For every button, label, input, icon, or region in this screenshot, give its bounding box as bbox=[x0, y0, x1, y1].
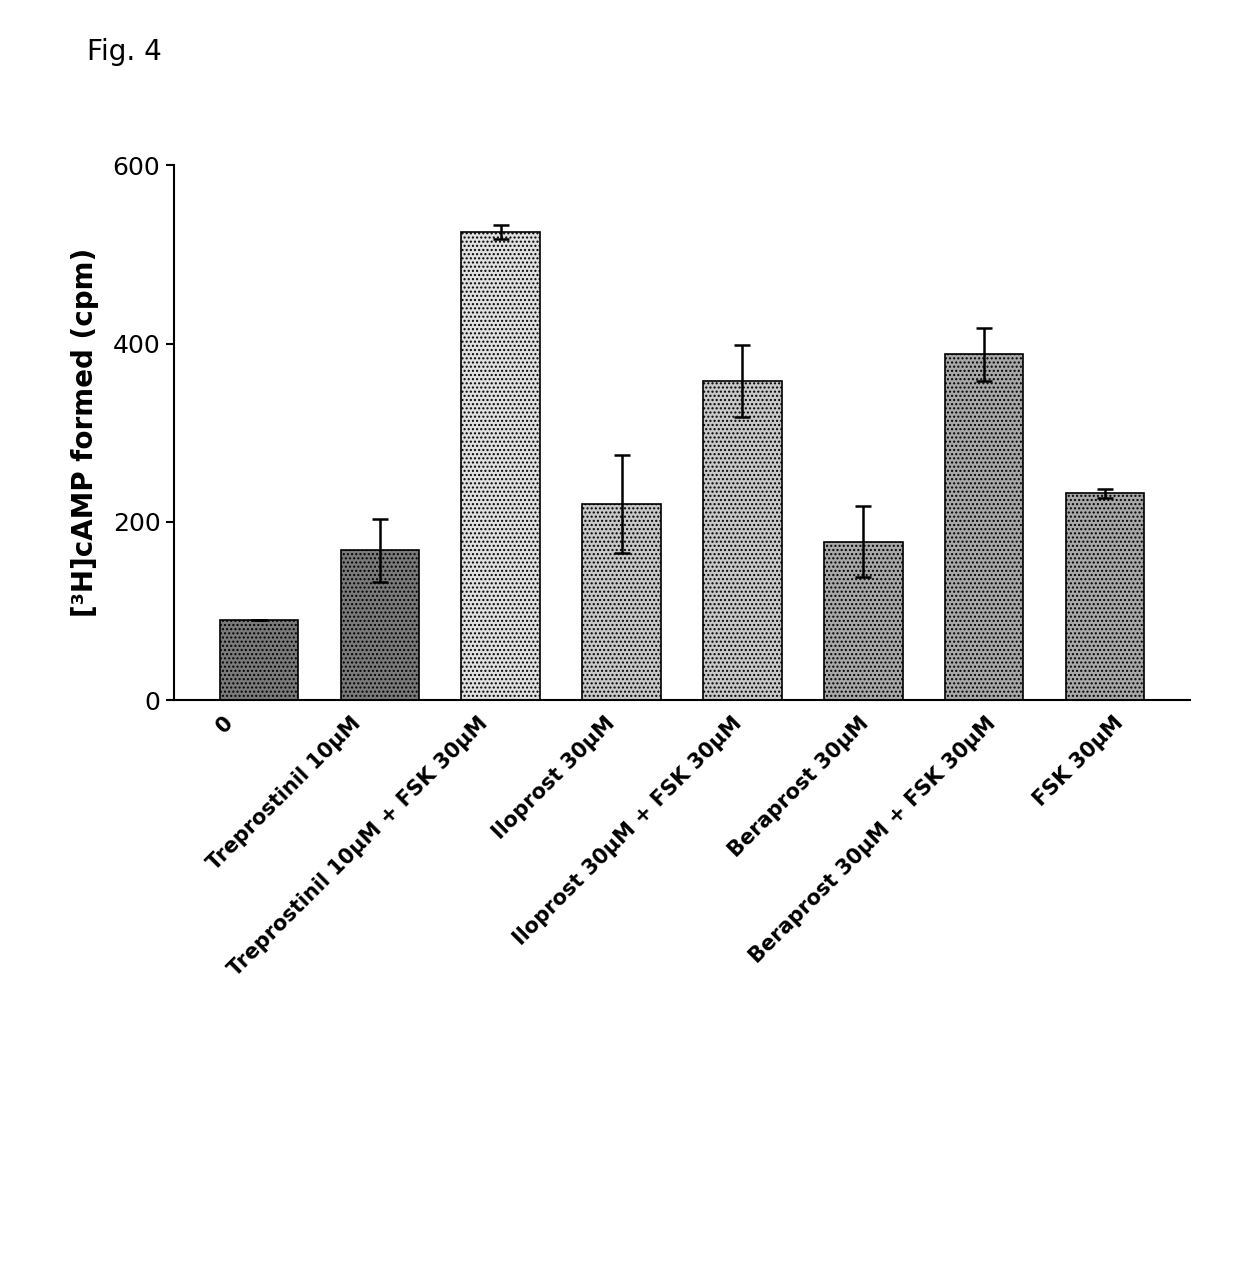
Text: Iloprost 30μM + FSK 30μM: Iloprost 30μM + FSK 30μM bbox=[510, 713, 745, 948]
Bar bbox=[703, 381, 781, 700]
Text: Treprostinil 10μM + FSK 30μM: Treprostinil 10μM + FSK 30μM bbox=[224, 713, 491, 980]
Bar bbox=[341, 550, 419, 700]
Text: FSK 30μM: FSK 30μM bbox=[1029, 713, 1127, 811]
Bar bbox=[1065, 494, 1145, 700]
Text: Beraprost 30μM + FSK 30μM: Beraprost 30μM + FSK 30μM bbox=[746, 713, 999, 966]
Bar bbox=[583, 504, 661, 700]
Text: 0: 0 bbox=[213, 713, 237, 737]
Bar bbox=[945, 354, 1023, 700]
Text: Treprostinil 10μM: Treprostinil 10μM bbox=[203, 713, 365, 873]
Text: Fig. 4: Fig. 4 bbox=[87, 38, 161, 66]
Bar bbox=[823, 541, 903, 700]
Bar bbox=[219, 620, 299, 700]
Bar bbox=[461, 232, 541, 700]
Text: Beraprost 30μM: Beraprost 30μM bbox=[724, 713, 873, 861]
Text: Iloprost 30μM: Iloprost 30μM bbox=[489, 713, 619, 843]
Y-axis label: [³H]cAMP formed (cpm): [³H]cAMP formed (cpm) bbox=[71, 248, 99, 617]
